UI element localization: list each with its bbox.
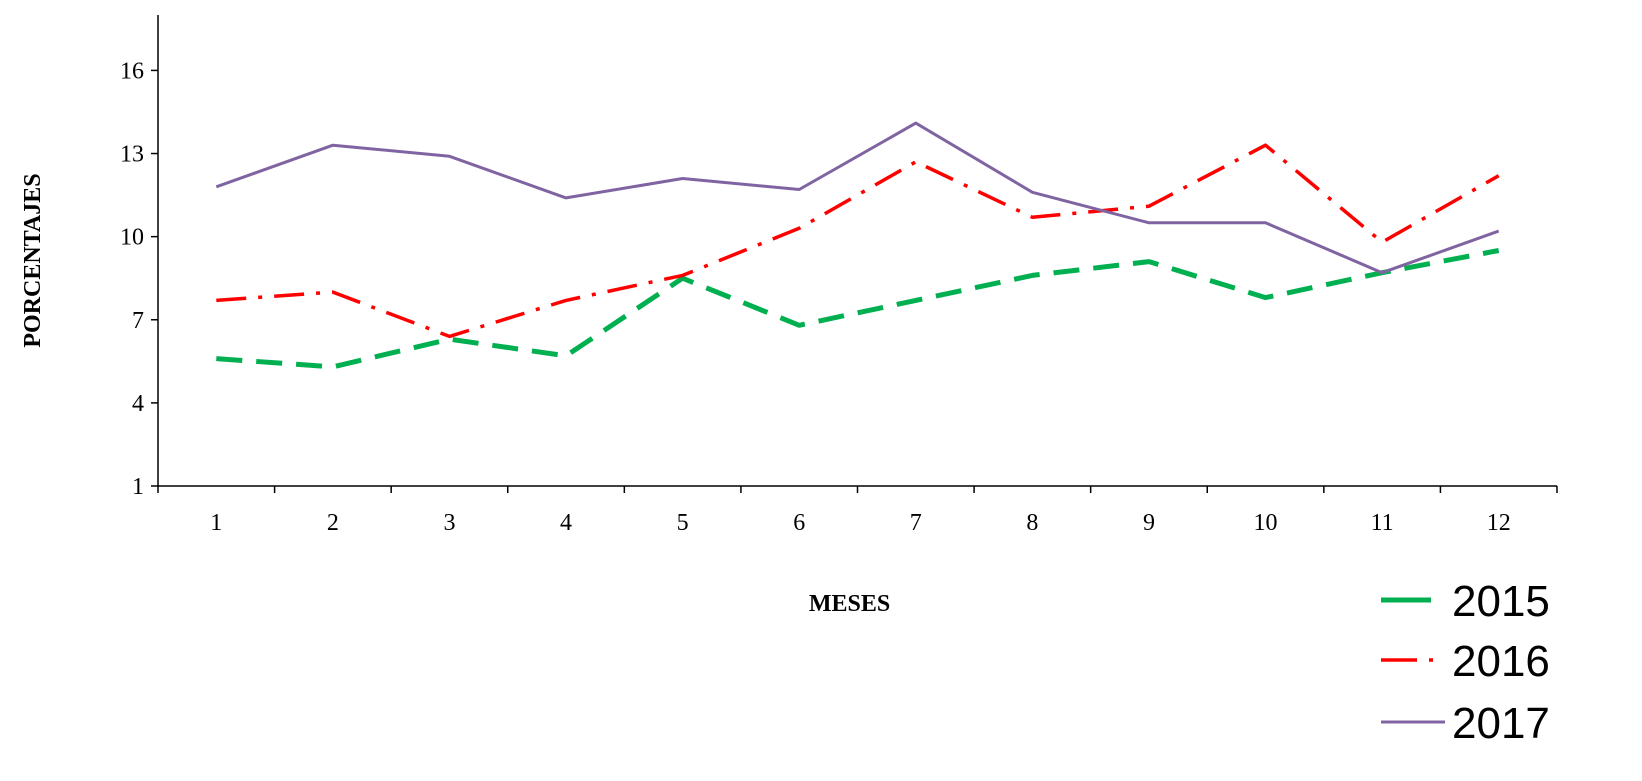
- x-tick-label: 8: [1026, 510, 1038, 536]
- series-lines: [215, 121, 1500, 370]
- x-tick-label: 3: [443, 510, 455, 536]
- legend-label-2016: 2016: [1452, 637, 1550, 686]
- series-line-2015: [216, 248, 1500, 370]
- x-tick-label: 7: [910, 510, 922, 536]
- series-line-2017: [215, 121, 1500, 275]
- x-tick-label: 6: [793, 510, 805, 536]
- y-tick-label: 4: [132, 391, 144, 417]
- y-tick-label: 10: [120, 225, 144, 251]
- y-tick-label: 16: [120, 58, 144, 84]
- x-tick-label: 1: [210, 510, 222, 536]
- x-tick-label: 2: [327, 510, 339, 536]
- chart-axes: [157, 15, 1557, 487]
- x-tick-label: 11: [1371, 510, 1394, 536]
- x-axis-title: MESES: [809, 591, 890, 617]
- legend: 2015 2016 2017: [1381, 577, 1550, 748]
- x-tick-label: 4: [560, 510, 572, 536]
- y-tick-label: 7: [132, 308, 144, 334]
- y-axis-title: PORCENTAJES: [20, 173, 46, 347]
- series-line-2016: [216, 143, 1500, 339]
- x-tick-label: 10: [1254, 510, 1278, 536]
- x-tick-label: 9: [1143, 510, 1155, 536]
- x-tick-label: 12: [1487, 510, 1511, 536]
- y-tick-label: 13: [120, 142, 144, 168]
- legend-label-2015: 2015: [1452, 577, 1550, 626]
- x-tick-label: 5: [677, 510, 689, 536]
- legend-label-2017: 2017: [1452, 699, 1550, 748]
- y-tick-label: 1: [132, 474, 144, 500]
